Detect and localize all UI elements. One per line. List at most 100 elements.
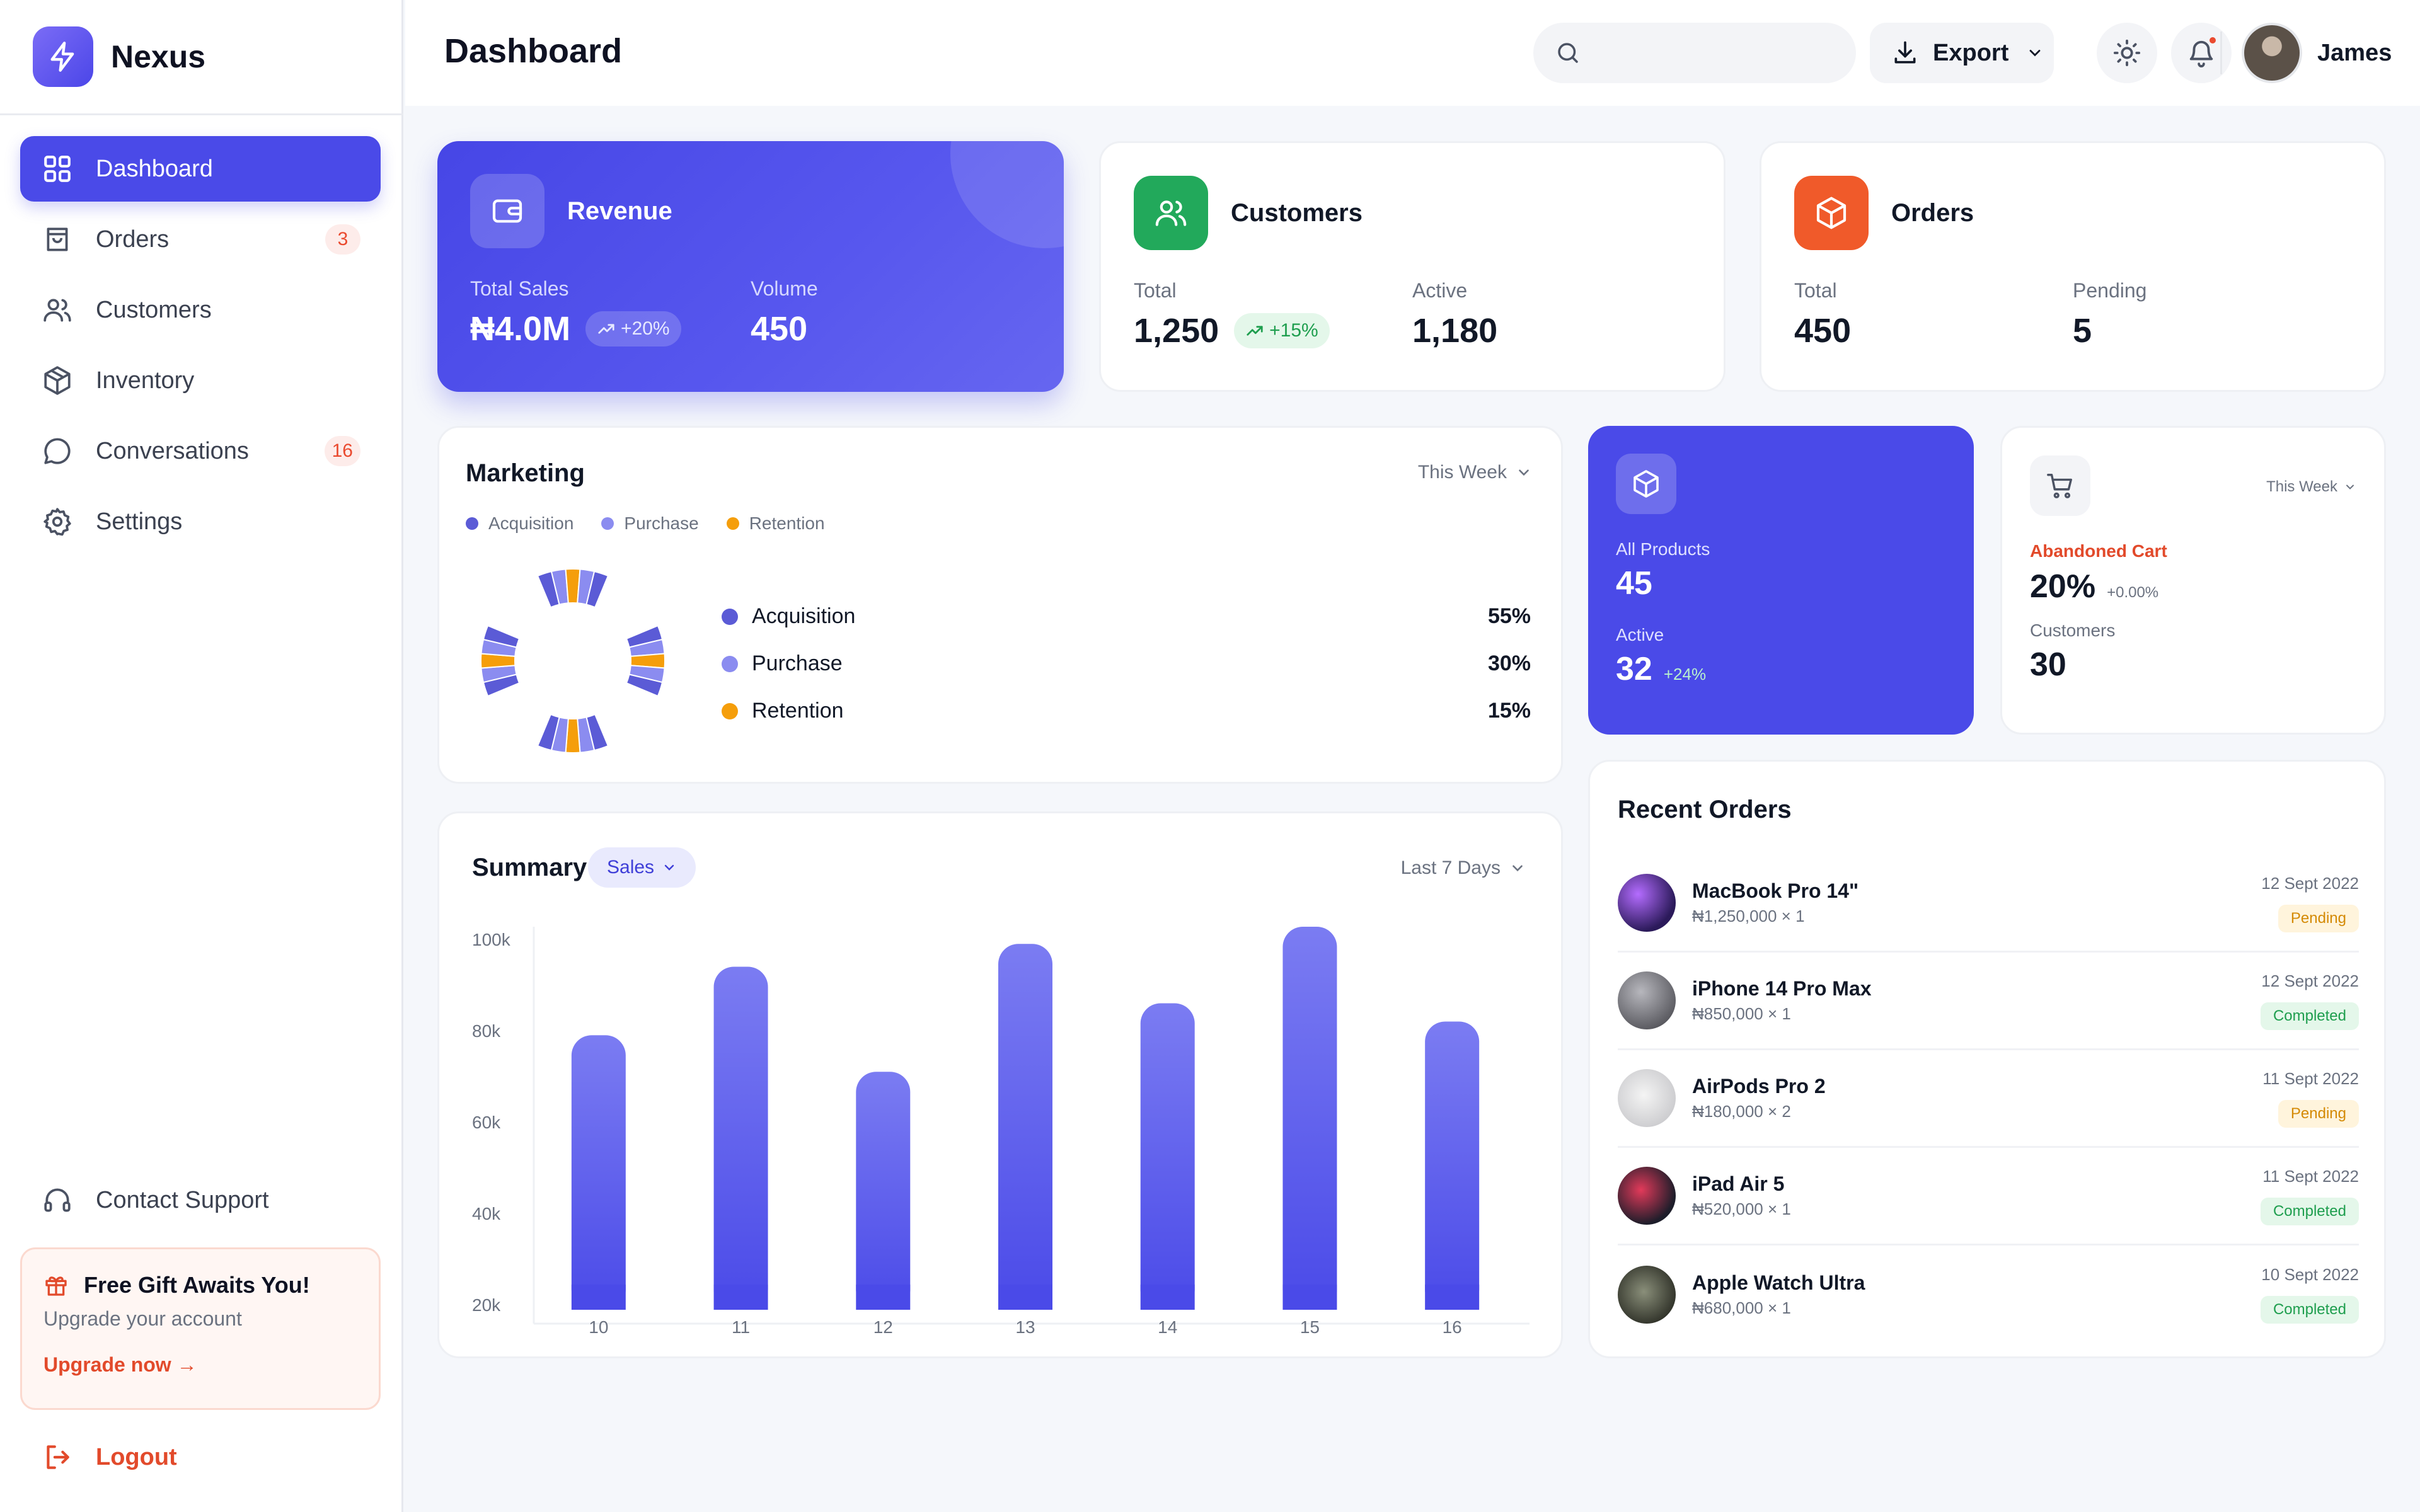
active-customers-value: 1,180 <box>1412 312 1498 350</box>
x-tick-label: 10 <box>589 1317 608 1337</box>
table-row[interactable]: Apple Watch Ultra ₦680,000 × 1 10 Sept 20… <box>1618 1246 2359 1343</box>
y-tick-label: 60k <box>472 1113 501 1132</box>
table-row[interactable]: AirPods Pro 2 ₦180,000 × 2 11 Sept 2022 Pe… <box>1618 1050 2359 1148</box>
brand[interactable]: Nexus <box>33 26 205 87</box>
bar[interactable] <box>713 966 768 1310</box>
users-icon <box>42 294 73 326</box>
trend-up-icon <box>598 324 614 334</box>
logout-button[interactable]: Logout <box>42 1441 177 1473</box>
bar-base <box>1140 1285 1195 1310</box>
total-customers-label: Total <box>1134 279 1177 302</box>
product-price: ₦850,000 × 1 <box>1692 1004 1791 1023</box>
bag-icon <box>42 224 73 255</box>
sidebar-item-customers[interactable]: Customers <box>20 277 381 343</box>
legend-dot <box>466 517 478 530</box>
recent-orders-list: MacBook Pro 14" ₦1,250,000 × 1 12 Sept 20… <box>1618 855 2359 1343</box>
card-title: Summary <box>472 854 587 881</box>
search-box[interactable] <box>1533 23 1856 83</box>
sun-icon <box>2112 38 2141 67</box>
bar[interactable] <box>571 1035 626 1310</box>
bar[interactable] <box>856 1072 911 1310</box>
x-tick-label: 14 <box>1158 1317 1177 1337</box>
product-thumbnail <box>1618 971 1676 1029</box>
notifications-button[interactable] <box>2171 23 2232 83</box>
card-title: Recent Orders <box>1618 796 1792 823</box>
product-name: AirPods Pro 2 <box>1692 1075 1826 1097</box>
legend-label: Retention <box>749 513 825 533</box>
active-customers-label: Active <box>1412 279 1468 302</box>
product-thumbnail <box>1618 1069 1676 1127</box>
bar-base <box>1282 1285 1337 1310</box>
sidebar-item-inventory[interactable]: Inventory <box>20 348 381 413</box>
y-tick-label: 80k <box>472 1021 501 1041</box>
card-title: Customers <box>1231 198 1363 227</box>
summary-period-select[interactable]: Last 7 Days <box>1401 857 1526 879</box>
legend-label: Acquisition <box>488 513 574 533</box>
y-tick-label: 20k <box>472 1295 501 1315</box>
bar[interactable] <box>1140 1003 1195 1310</box>
pending-orders-value: 5 <box>2073 312 2092 350</box>
bar[interactable] <box>1282 927 1337 1310</box>
status-badge: Completed <box>2260 1002 2359 1030</box>
sidebar: Nexus Dashboard Orders 3 Customers <box>0 0 403 1512</box>
conversations-count-badge: 16 <box>324 436 360 466</box>
divider <box>0 113 403 115</box>
ring-segment <box>482 624 521 648</box>
sidebar-item-conversations[interactable]: Conversations 16 <box>20 418 381 484</box>
volume-label: Volume <box>751 277 818 300</box>
promo-subtitle: Upgrade your account <box>43 1307 242 1330</box>
header-divider <box>2220 32 2222 74</box>
chevron-down-icon <box>2026 44 2044 62</box>
cart-customers-label: Customers <box>2030 621 2116 640</box>
bar-base <box>998 1285 1052 1310</box>
legend-item: Retention <box>726 513 825 534</box>
y-tick-label: 100k <box>472 930 511 949</box>
gift-icon <box>43 1273 69 1298</box>
volume-value: 450 <box>751 310 808 348</box>
table-row[interactable]: iPhone 14 Pro Max ₦850,000 × 1 12 Sept 20… <box>1618 953 2359 1050</box>
product-name: iPad Air 5 <box>1692 1172 1785 1195</box>
sidebar-item-dashboard[interactable]: Dashboard <box>20 136 381 202</box>
user-menu[interactable]: James <box>2242 23 2392 83</box>
x-tick-label: 16 <box>1443 1317 1462 1337</box>
export-button[interactable]: Export <box>1870 23 2054 83</box>
gear-icon <box>42 506 73 537</box>
sidebar-item-settings[interactable]: Settings <box>20 489 381 554</box>
abandoned-cart-card: This Week Abandoned Cart 20% +0.00% Cust… <box>2000 426 2386 735</box>
wallet-icon <box>470 174 544 248</box>
ring-segment <box>536 713 560 752</box>
box-icon <box>1616 454 1676 514</box>
legend-item: Acquisition <box>466 513 573 534</box>
product-thumbnail <box>1618 1265 1676 1324</box>
sidebar-item-orders[interactable]: Orders 3 <box>20 207 381 272</box>
legend-dot <box>722 608 738 625</box>
product-price: ₦520,000 × 1 <box>1692 1200 1791 1218</box>
orders-count-badge: 3 <box>325 224 360 255</box>
order-date: 11 Sept 2022 <box>2262 1068 2359 1088</box>
theme-toggle-button[interactable] <box>2097 23 2157 83</box>
marketing-period-select[interactable]: This Week <box>1418 462 1532 483</box>
search-input[interactable] <box>1595 40 1835 66</box>
x-tick-label: 15 <box>1300 1317 1320 1337</box>
metric-label: Retention <box>752 699 844 723</box>
summary-metric-select[interactable]: Sales <box>588 847 696 888</box>
product-price: ₦1,250,000 × 1 <box>1692 907 1805 925</box>
chevron-down-icon <box>2344 481 2356 493</box>
bar-base <box>571 1285 626 1310</box>
sidebar-nav: Dashboard Orders 3 Customers Inventory <box>20 136 381 559</box>
sidebar-item-label: Customers <box>96 296 212 323</box>
table-row[interactable]: iPad Air 5 ₦520,000 × 1 11 Sept 2022 Compl… <box>1618 1148 2359 1246</box>
contact-support-link[interactable]: Contact Support <box>42 1184 269 1216</box>
abandoned-cart-delta: +0.00% <box>2107 584 2159 601</box>
list-item: Acquisition 55% <box>722 593 1531 640</box>
growth-value: +20% <box>621 318 670 339</box>
page-title: Dashboard <box>444 32 623 70</box>
table-row[interactable]: MacBook Pro 14" ₦1,250,000 × 1 12 Sept 20… <box>1618 855 2359 953</box>
upgrade-now-link[interactable]: Upgrade now → <box>43 1353 197 1376</box>
products-card: All Products 45 Active 32 +24% <box>1588 426 1974 735</box>
bar[interactable] <box>1425 1021 1480 1310</box>
order-date: 12 Sept 2022 <box>2261 873 2359 893</box>
total-customers-value: 1,250 <box>1134 312 1219 350</box>
bar[interactable] <box>998 944 1052 1310</box>
cart-period-select[interactable]: This Week <box>2266 478 2356 496</box>
